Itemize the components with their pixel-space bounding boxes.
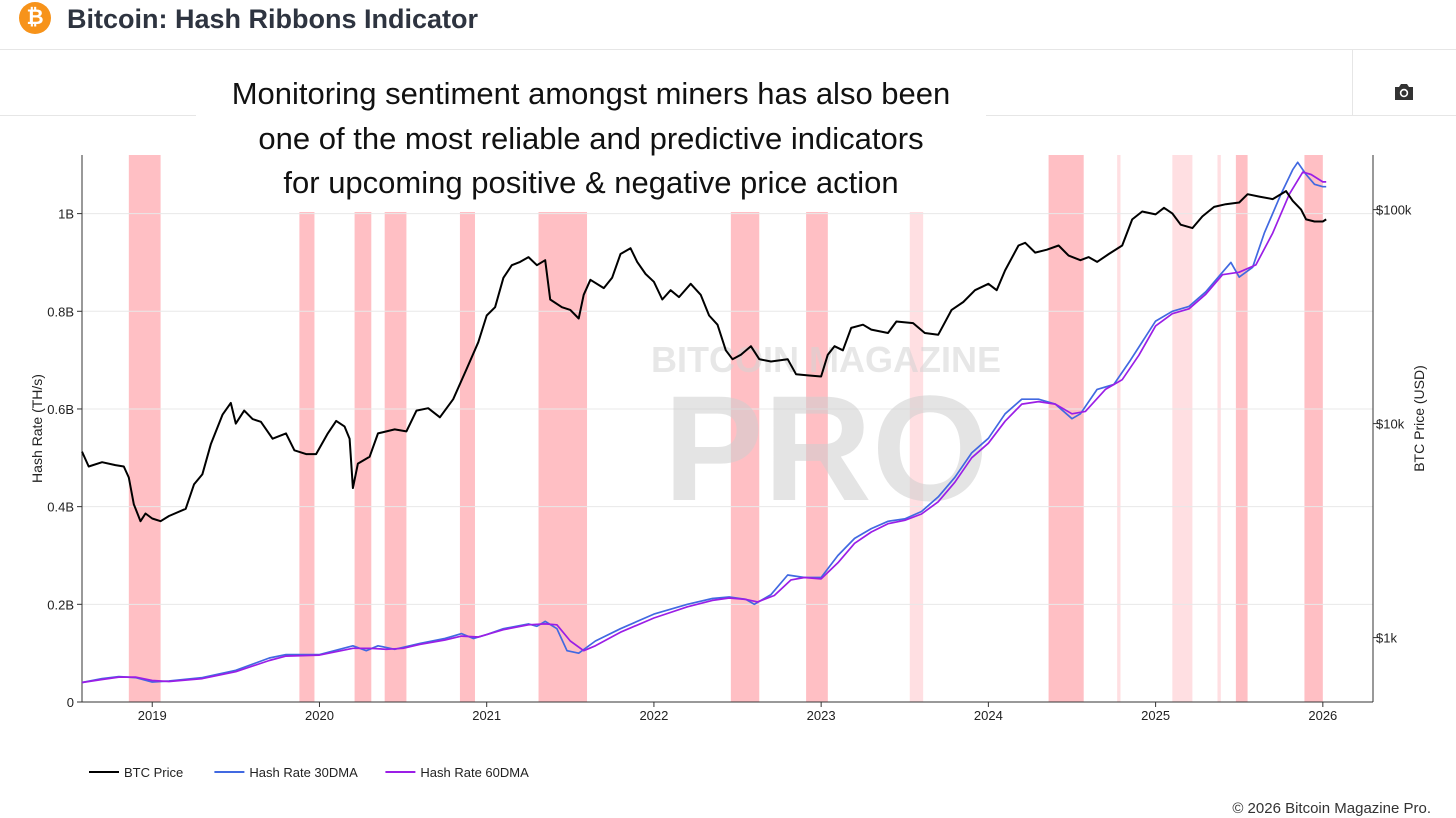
- capitulation-band: [459, 155, 475, 702]
- capitulation-band: [538, 155, 588, 702]
- bitcoin-logo-icon: ₿: [19, 2, 51, 34]
- x-tick-label: 2020: [305, 708, 334, 723]
- y-right-tick-label: $1k: [1376, 631, 1397, 646]
- series-line-btc-price: [81, 190, 1327, 523]
- x-tick-label: 2026: [1308, 708, 1337, 723]
- series-line-hash-rate-30dma: [81, 161, 1327, 684]
- series-lines: [81, 161, 1327, 684]
- page-title: Bitcoin: Hash Ribbons Indicator: [67, 4, 479, 34]
- y-left-tick-label: 1B: [58, 207, 74, 222]
- capitulation-band: [299, 155, 315, 702]
- capitulation-band: [909, 155, 924, 702]
- y-left-tick-label: 0.4B: [47, 500, 74, 515]
- toolbar-divider: [1352, 50, 1353, 116]
- y-left-tick-label: 0.6B: [47, 402, 74, 417]
- y-right-axis-label: BTC Price (USD): [1411, 365, 1427, 472]
- capitulation-bands: [128, 155, 1323, 702]
- x-tick-label: 2024: [974, 708, 1003, 723]
- legend: BTC Price Hash Rate 30DMA Hash Rate 60DMA: [89, 765, 529, 780]
- capitulation-band: [128, 155, 161, 702]
- watermark: BITCOIN MAGAZINE PRO: [651, 339, 1001, 532]
- legend-label: Hash Rate 30DMA: [249, 765, 358, 780]
- watermark-main-text: PRO: [663, 364, 988, 532]
- x-tick-label: 2025: [1141, 708, 1170, 723]
- y-left-axis-label: Hash Rate (TH/s): [29, 374, 45, 483]
- capitulation-band: [1217, 155, 1221, 702]
- x-tick-label: 2023: [807, 708, 836, 723]
- y-left-tick-label: 0.2B: [47, 597, 74, 612]
- x-tick-label: 2021: [472, 708, 501, 723]
- y-right-tick-label: $100k: [1376, 203, 1412, 218]
- copyright-footer: © 2026 Bitcoin Magazine Pro.: [1232, 800, 1431, 817]
- capitulation-band: [1117, 155, 1121, 702]
- x-tick-label: 2019: [138, 708, 167, 723]
- x-tick-label: 2022: [639, 708, 668, 723]
- capitulation-band: [1304, 155, 1323, 702]
- capitulation-band: [354, 155, 372, 702]
- capitulation-band: [384, 155, 407, 702]
- y-left-tick-label: 0.8B: [47, 304, 74, 319]
- legend-label: BTC Price: [124, 765, 183, 780]
- capitulation-band: [1172, 155, 1193, 702]
- capitulation-band: [730, 155, 760, 702]
- y-right-tick-label: $10k: [1376, 417, 1405, 432]
- header: ₿ Bitcoin: Hash Ribbons Indicator: [0, 0, 1456, 50]
- capitulation-band: [1235, 155, 1248, 702]
- legend-label: Hash Rate 60DMA: [420, 765, 529, 780]
- capitulation-band: [806, 155, 828, 702]
- annotation-text: Monitoring sentiment amongst miners has …: [196, 68, 986, 212]
- y-left-tick-label: 0: [67, 695, 74, 710]
- camera-icon[interactable]: [1392, 80, 1416, 104]
- axes: 0 0.2B 0.4B 0.6B 0.8B 1B $1k $10k $100k 2019 2020 2…: [29, 155, 1427, 723]
- capitulation-band: [1048, 155, 1084, 702]
- series-line-hash-rate-60dma: [81, 171, 1327, 684]
